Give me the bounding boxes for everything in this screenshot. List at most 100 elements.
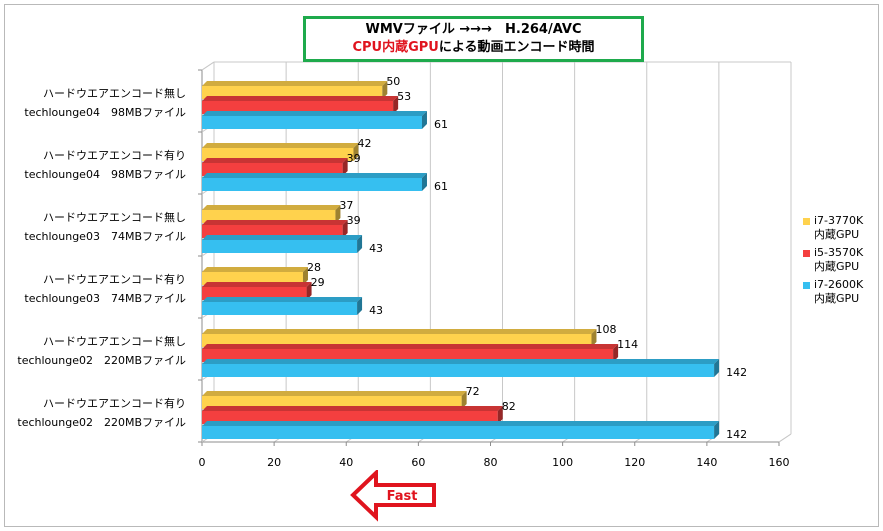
data-label: 43 [369,242,383,255]
bar-front [202,411,498,424]
bar-side [357,235,363,253]
y-category-sublabel: techlounge03 74MBファイル [24,230,186,243]
x-tick-label: 120 [624,456,645,469]
bar-top [202,329,597,334]
y-category-sublabel: techlounge04 98MBファイル [24,168,186,181]
legend-swatch [803,250,810,257]
data-label: 108 [595,323,616,336]
bar-top [202,81,388,86]
bar-top [202,173,427,178]
bar-front [202,225,343,238]
bar-side [497,406,503,424]
data-label: 29 [311,276,325,289]
y-category-label: ハードウエアエンコード有り [43,272,186,286]
bar-front [202,364,715,377]
bar-front [202,334,592,347]
bar [202,220,348,238]
bar [202,205,341,223]
chart-title-line2: CPU内蔵GPUによる動画エンコード時間 [306,39,641,57]
bar-top [202,282,312,287]
bar-top [202,267,308,272]
bar-side [421,111,427,129]
data-label: 142 [726,428,747,441]
chart-title-box: WMVファイル →→→ H.264/AVC CPU内蔵GPUによる動画エンコード… [303,16,644,62]
label-layer: 0 20 40 60 80 100 120 140 160 ハードウエアエンコード無し techlo… [17,75,789,469]
bar [202,297,363,315]
legend-swatch [803,282,810,289]
bar-top [202,406,503,411]
y-category-label: ハードウエアエンコード無し [43,334,186,348]
bar [202,267,308,285]
y-category-sublabel: techlounge02 220MBファイル [17,354,186,367]
bar-front [202,426,715,439]
bar [202,391,467,409]
y-category-label: ハードウエアエンコード有り [43,396,186,410]
data-label: 37 [339,199,353,212]
bar [202,111,427,129]
floor-edge [778,433,792,443]
bar-side [357,297,363,315]
y-category-sublabel: techlounge02 220MBファイル [17,416,186,429]
fast-label: Fast [387,489,418,504]
x-tick-label: 160 [769,456,790,469]
y-category-label: ハードウエアエンコード無し [43,86,186,100]
fast-arrow-shape [350,470,436,522]
legend: i7-3770K 内蔵GPU i5-3570K 内蔵GPU i7-2600K 内蔵GP… [803,214,883,310]
bar-top [202,421,720,426]
y-category-label: ハードウエアエンコード有り [43,148,186,162]
bar-front [202,116,422,129]
bar-side [461,391,467,409]
data-label: 82 [502,400,516,413]
bar [202,158,348,176]
bar-top [202,391,467,396]
data-label: 42 [357,137,371,150]
bar-top [202,220,348,225]
chart-title-highlight: CPU内蔵GPU [352,40,439,55]
bar-top [202,96,399,101]
bar-front [202,210,336,223]
legend-item-i7-2600k: i7-2600K 内蔵GPU [803,278,883,306]
bar-side [306,282,312,300]
bar-front [202,272,303,285]
bar-side [335,205,341,223]
data-label: 39 [347,214,361,227]
bar-front [202,178,422,191]
x-tick-label: 60 [411,456,425,469]
bar [202,96,399,114]
bar-front [202,396,462,409]
data-label: 61 [434,118,448,131]
chart-frame [4,4,879,527]
legend-label: i7-2600K [814,278,864,291]
bar-side [591,329,597,347]
chart-title-rest: による動画エンコード時間 [438,40,595,55]
legend-item-i7-3770k: i7-3770K 内蔵GPU [803,214,883,242]
bar-front [202,148,354,161]
bar-side [302,267,308,285]
data-label: 43 [369,304,383,317]
legend-item-i5-3570k: i5-3570K 内蔵GPU [803,246,883,274]
bar [202,235,363,253]
bar [202,282,312,300]
bar-top [202,158,348,163]
bar [202,421,720,439]
bar-front [202,349,614,362]
data-label: 114 [617,338,638,351]
bar-side [421,173,427,191]
x-tick-label: 0 [199,456,206,469]
bar-side [393,96,399,114]
bar-side [714,359,720,377]
data-label: 53 [397,90,411,103]
bar-side [613,344,619,362]
bar-front [202,101,394,114]
bar-side [342,220,348,238]
data-label: 61 [434,180,448,193]
bar-top [202,235,363,240]
bar-side [714,421,720,439]
data-label: 28 [307,261,321,274]
data-label: 142 [726,366,747,379]
y-category-label: ハードウエアエンコード無し [43,210,186,224]
x-tick-label: 100 [552,456,573,469]
legend-label: i5-3570K [814,246,864,259]
bar [202,173,427,191]
